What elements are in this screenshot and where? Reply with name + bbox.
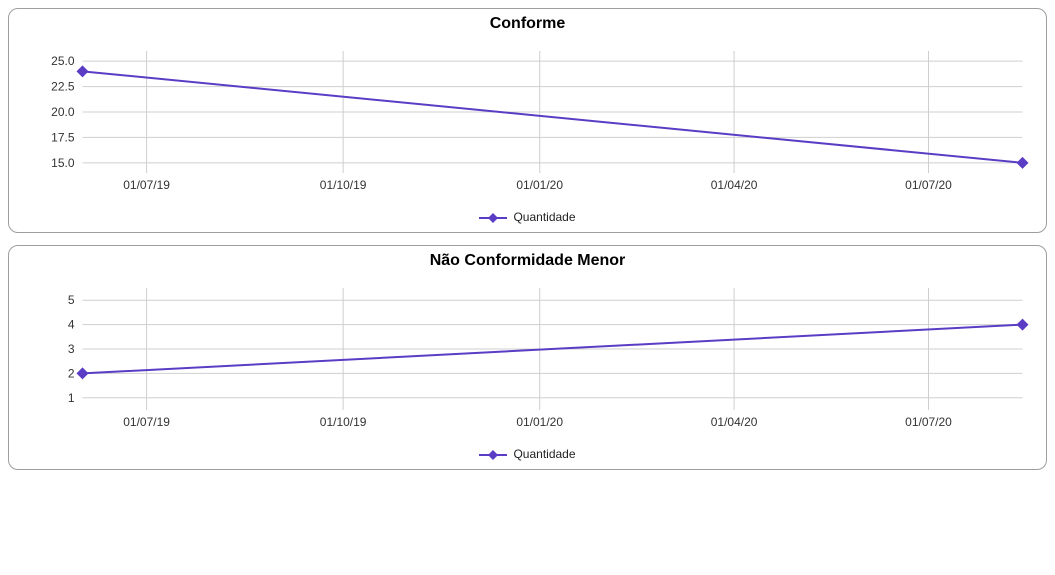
y-tick-label: 17.5 [51,130,75,144]
chart-area: 15.0 17.5 20.0 22.5 25.0 01/07/19 01/10/19 01/0… [19,33,1036,208]
x-tick-label: 01/01/20 [516,178,563,192]
x-tick-label: 01/07/19 [123,415,170,429]
series-marker [1017,157,1029,169]
y-tick-label: 25.0 [51,54,75,68]
x-tick-label: 01/01/20 [516,415,563,429]
series-marker [1017,319,1029,331]
chart-area: 1 2 3 4 5 01/07/19 01/10/19 01/01/20 01/04/20 01/… [19,270,1036,445]
panel-title: Conforme [19,15,1036,33]
chart-panel: Conforme 15.0 17.5 20.0 22.5 25.0 01/07/19 01/1… [8,8,1047,233]
x-tick-label: 01/07/19 [123,178,170,192]
y-tick-label: 3 [68,342,75,356]
chart-legend: Quantidade [19,445,1036,463]
x-tick-label: 01/10/19 [320,415,367,429]
series-line [83,71,1023,163]
y-tick-label: 2 [68,366,75,380]
y-tick-label: 20.0 [51,105,75,119]
series-marker [77,367,89,379]
line-chart: 15.0 17.5 20.0 22.5 25.0 01/07/19 01/10/19 01/0… [19,33,1036,203]
x-tick-label: 01/04/20 [711,178,758,192]
y-tick-label: 5 [68,293,75,307]
legend-marker-icon [479,212,507,224]
y-tick-label: 1 [68,391,75,405]
line-chart: 1 2 3 4 5 01/07/19 01/10/19 01/01/20 01/04/20 01/… [19,270,1036,440]
y-tick-label: 22.5 [51,80,75,94]
legend-label: Quantidade [513,210,575,224]
legend-label: Quantidade [513,447,575,461]
legend-marker-icon [479,449,507,461]
chart-panel: Não Conformidade Menor 1 2 3 4 5 01/07/19 01/10… [8,245,1047,470]
y-tick-label: 4 [68,318,75,332]
series-marker [77,65,89,77]
x-tick-label: 01/07/20 [905,415,952,429]
panel-title: Não Conformidade Menor [19,252,1036,270]
x-tick-label: 01/10/19 [320,178,367,192]
x-tick-label: 01/07/20 [905,178,952,192]
x-tick-label: 01/04/20 [711,415,758,429]
chart-legend: Quantidade [19,208,1036,226]
y-tick-label: 15.0 [51,156,75,170]
